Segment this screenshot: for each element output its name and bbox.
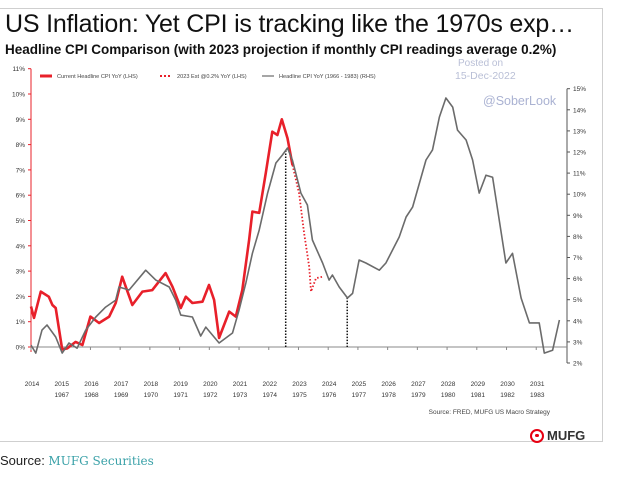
footer-label: Source: (0, 453, 49, 468)
x2-axis-tick-label: 1974 (263, 392, 278, 399)
x-axis-tick-label: 2019 (173, 381, 188, 388)
x2-axis-tick-label: 1973 (233, 392, 248, 399)
footer-source: Source: MUFG Securities (0, 453, 154, 468)
x2-axis-tick-label: 1977 (352, 392, 367, 399)
watermark-date: 15-Dec-2022 (455, 70, 516, 82)
x-axis-tick-label: 2031 (530, 381, 545, 388)
x-axis-tick-label: 2023 (292, 381, 307, 388)
left-axis-tick-label: 8% (16, 142, 26, 149)
watermark-posted: Posted on (458, 58, 504, 69)
x2-axis-tick-label: 1975 (292, 392, 307, 399)
x-axis-tick-label: 2021 (233, 381, 248, 388)
right-axis-tick-label: 4% (573, 318, 583, 325)
series-line-cpi-1966-1983 (30, 97, 561, 354)
right-axis-tick-label: 12% (573, 150, 586, 157)
left-axis-tick-label: 7% (16, 167, 26, 174)
left-axis-tick-label: 6% (16, 193, 26, 200)
x2-axis-tick-label: 1967 (54, 392, 69, 399)
x-axis-tick-label: 2025 (352, 381, 367, 388)
right-axis-tick-label: 3% (573, 339, 583, 346)
right-axis-tick-label: 7% (573, 255, 583, 262)
x-axis-tick-label: 2014 (25, 381, 40, 388)
x-axis-tick-label: 2027 (411, 381, 426, 388)
x-axis-tick-label: 2029 (471, 381, 486, 388)
series-line-2023-estimate (291, 164, 323, 293)
right-axis-tick-label: 15% (573, 86, 586, 93)
x2-axis-tick-label: 1972 (203, 392, 218, 399)
x2-axis-tick-label: 1969 (114, 392, 129, 399)
left-axis-tick-label: 2% (16, 294, 26, 301)
x2-axis-tick-label: 1982 (500, 392, 515, 399)
legend-label: Current Headline CPI YoY (LHS) (57, 74, 138, 80)
x-axis-tick-label: 2018 (144, 381, 159, 388)
right-axis-tick-label: 8% (573, 234, 583, 241)
mufg-logo-text: MUFG (547, 428, 586, 443)
chart-frame (0, 8, 603, 442)
x-axis-tick-label: 2020 (203, 381, 218, 388)
page-title: US Inflation: Yet CPI is tracking like t… (5, 10, 574, 38)
right-axis-tick-label: 2% (573, 361, 583, 368)
left-axis-tick-label: 3% (16, 269, 26, 276)
left-axis-tick-label: 9% (16, 117, 26, 124)
mufg-logo-icon (530, 428, 544, 443)
left-axis-tick-label: 11% (12, 66, 25, 73)
x2-axis-tick-label: 1971 (173, 392, 188, 399)
chart-title: Headline CPI Comparison (with 2023 proje… (5, 42, 557, 57)
left-axis-tick-label: 4% (16, 243, 26, 250)
x-axis-tick-label: 2017 (114, 381, 129, 388)
footer-source-link[interactable]: MUFG Securities (48, 454, 154, 468)
right-axis-tick-label: 10% (573, 192, 586, 199)
x2-axis-tick-label: 1968 (84, 392, 99, 399)
watermark-handle: @SoberLook (483, 94, 557, 108)
right-axis-tick-label: 6% (573, 276, 583, 283)
right-axis-tick-label: 9% (573, 213, 583, 220)
right-axis-tick-label: 13% (573, 128, 586, 135)
x2-axis-tick-label: 1979 (411, 392, 426, 399)
legend-label: Headline CPI YoY (1966 - 1983) (RHS) (279, 74, 376, 80)
right-axis-tick-label: 11% (573, 171, 586, 178)
left-axis-tick-label: 5% (16, 218, 26, 225)
mufg-logo: MUFG (530, 428, 585, 443)
x-axis-tick-label: 2028 (441, 381, 456, 388)
x2-axis-tick-label: 1980 (441, 392, 456, 399)
x-axis-tick-label: 2024 (322, 381, 337, 388)
x-axis-tick-label: 2015 (54, 381, 69, 388)
left-axis-tick-label: 0% (16, 345, 26, 352)
left-axis-tick-label: 10% (12, 92, 25, 99)
x2-axis-tick-label: 1978 (381, 392, 396, 399)
x2-axis-tick-label: 1976 (322, 392, 337, 399)
right-axis-tick-label: 14% (573, 107, 586, 114)
left-axis-tick-label: 1% (16, 319, 26, 326)
x-axis-tick-label: 2026 (381, 381, 396, 388)
right-axis-tick-label: 5% (573, 297, 583, 304)
x-axis-tick-label: 2030 (500, 381, 515, 388)
x2-axis-tick-label: 1983 (530, 392, 545, 399)
x-axis-tick-label: 2022 (263, 381, 278, 388)
x2-axis-tick-label: 1981 (471, 392, 486, 399)
legend-label: 2023 Est @0.2% YoY (LHS) (177, 74, 247, 80)
chart-source: Source: FRED, MUFG US Macro Strategy (428, 409, 550, 416)
x-axis-tick-label: 2016 (84, 381, 99, 388)
x2-axis-tick-label: 1970 (144, 392, 159, 399)
series-line-current-cpi (29, 118, 294, 351)
